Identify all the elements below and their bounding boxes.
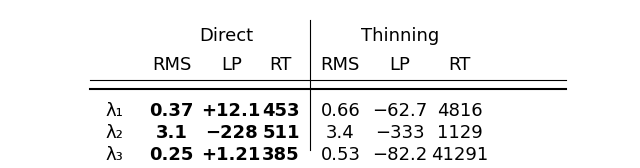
Text: RMS: RMS [152, 56, 191, 74]
Text: LP: LP [221, 56, 242, 74]
Text: λ₁: λ₁ [106, 102, 124, 120]
Text: 3.1: 3.1 [156, 124, 188, 142]
Text: −228: −228 [205, 124, 258, 142]
Text: λ₃: λ₃ [106, 146, 124, 164]
Text: λ₂: λ₂ [106, 124, 124, 142]
Text: 0.37: 0.37 [150, 102, 194, 120]
Text: 0.25: 0.25 [150, 146, 194, 164]
Text: 0.53: 0.53 [321, 146, 360, 164]
Text: 4816: 4816 [436, 102, 483, 120]
Text: RMS: RMS [321, 56, 360, 74]
Text: RT: RT [448, 56, 470, 74]
Text: RT: RT [269, 56, 292, 74]
Text: −82.2: −82.2 [372, 146, 428, 164]
Text: Thinning: Thinning [361, 27, 439, 45]
Text: Direct: Direct [199, 27, 253, 45]
Text: −333: −333 [375, 124, 425, 142]
Text: 385: 385 [262, 146, 300, 164]
Text: 0.66: 0.66 [321, 102, 360, 120]
Text: 1129: 1129 [436, 124, 483, 142]
Text: +12.1: +12.1 [202, 102, 261, 120]
Text: −62.7: −62.7 [372, 102, 428, 120]
Text: 3.4: 3.4 [326, 124, 355, 142]
Text: LP: LP [390, 56, 410, 74]
Text: 41291: 41291 [431, 146, 488, 164]
Text: 453: 453 [262, 102, 300, 120]
Text: 511: 511 [262, 124, 300, 142]
Text: +1.21: +1.21 [202, 146, 261, 164]
